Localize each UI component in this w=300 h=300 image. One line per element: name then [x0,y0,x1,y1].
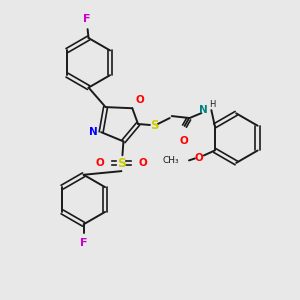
Text: O: O [138,158,147,168]
Text: N: N [199,105,207,115]
Text: S: S [117,157,126,170]
Text: O: O [96,158,105,168]
Text: O: O [135,95,144,105]
Text: F: F [83,14,90,24]
Text: O: O [179,136,188,146]
Text: N: N [89,127,98,137]
Text: S: S [150,119,158,133]
Text: H: H [209,100,216,109]
Text: CH₃: CH₃ [163,156,179,165]
Text: O: O [194,153,203,164]
Text: F: F [80,238,87,248]
